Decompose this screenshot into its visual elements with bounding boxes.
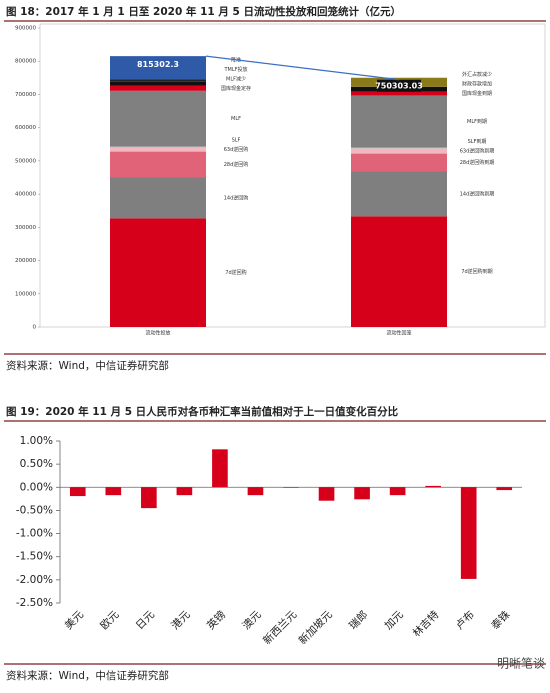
y-tick-label: 0.00% [20,481,53,493]
bar [319,487,335,500]
y-tick-label: -1.50% [16,551,53,563]
y-tick-label: -2.00% [16,574,53,586]
bar-segment [110,82,206,86]
y-tick-label: 500000 [15,158,36,164]
x-tick-label: 泰铢 [488,608,512,632]
y-tick-label: 400000 [15,192,36,198]
segment-label: SLF [232,138,241,144]
x-tick-label: 澳元 [240,608,264,632]
source: 资料来源：Wind，中信证券研究部 [6,359,169,372]
source: 资料来源：Wind，中信证券研究部 [6,669,169,682]
total-label: 815302.3 [137,60,179,69]
segment-label: 国库现金到期 [462,90,492,97]
segment-label: MLF减少 [226,75,246,82]
x-tick-label: 卢布 [453,608,477,632]
y-tick-label: -2.50% [16,597,53,609]
bar-segment [110,91,206,147]
x-tick-label: 港元 [169,608,193,632]
segment-label: 63d逆回购到期 [460,148,495,155]
bar-segment [351,149,447,154]
x-tick-label: 瑞郎 [346,608,370,632]
y-tick-label: 700000 [15,92,36,98]
bar [70,487,86,496]
segment-label: 28d逆回购 [224,161,249,168]
segment-label: 14d逆回购 [224,194,249,201]
bar-segment [110,218,206,327]
bar [425,486,441,487]
x-tick-label: 美元 [62,608,86,632]
y-tick-label: 200000 [15,258,36,264]
bar [212,449,228,487]
bar-segment [351,148,447,149]
bar-segment [110,79,206,82]
bar-segment [351,154,447,172]
watermark: 明晰笔谈 [497,656,545,671]
y-tick-label: -0.50% [16,504,53,516]
y-tick-label: 600000 [15,125,36,131]
bar-segment [110,178,206,219]
x-tick-label: 欧元 [98,608,122,632]
bar-segment [351,95,447,147]
total-label: 750303.03 [375,82,423,91]
y-tick-label: 900000 [15,26,36,32]
y-tick-label: 1.00% [20,435,53,447]
bar [177,487,193,495]
segment-label: 外汇占款减少 [462,71,492,78]
chart-title: 图 18：2017 年 1 月 1 日至 2020 年 11 月 5 日流动性投… [6,5,401,18]
segment-label: SLF到期 [468,138,487,145]
x-tick-label: 新西兰元 [260,608,299,647]
x-tick-label: 林吉特 [410,608,442,640]
chart-title: 图 19：2020 年 11 月 5 日人民币对各币种汇率当前值相对于上一日值变… [6,405,399,418]
y-tick-label: 0.50% [20,458,53,470]
segment-label: MLF [231,116,241,122]
bar-segment [110,148,206,152]
bar-segment [110,147,206,148]
bar [461,487,477,579]
segment-label: 63d逆回购 [224,146,249,153]
y-tick-label: -1.00% [16,528,53,540]
bar-segment [351,172,447,217]
x-tick-label: 流动性回笼 [386,330,411,337]
x-tick-label: 加元 [383,608,407,632]
y-tick-label: 300000 [15,225,36,231]
segment-label: 7d逆回购到期 [461,268,492,275]
y-tick-label: 800000 [15,59,36,65]
segment-label: 7d逆回购 [225,269,246,276]
bar-segment [351,91,447,95]
bar [248,487,264,495]
bar-segment [351,216,447,327]
y-tick-label: 100000 [15,291,36,297]
bar [496,487,512,490]
segment-label: 14d逆回购到期 [460,190,495,197]
x-tick-label: 日元 [134,608,158,632]
x-tick-label: 英镑 [204,608,228,632]
segment-label: TMLF投放 [223,66,247,73]
segment-label: 财政存款增加 [462,80,492,87]
x-tick-label: 流动性投放 [145,330,170,337]
segment-label: 国库现金定存 [221,85,251,92]
segment-label: 28d逆回购到期 [460,159,495,166]
bar-segment [110,152,206,178]
x-tick-label: 新加坡元 [296,608,335,647]
bar [105,487,121,495]
segment-label: MLF到期 [467,118,487,125]
bar [354,487,370,499]
bar-segment [110,86,206,91]
bar [390,487,406,495]
y-tick-label: 0 [33,325,37,331]
bar [141,487,157,508]
